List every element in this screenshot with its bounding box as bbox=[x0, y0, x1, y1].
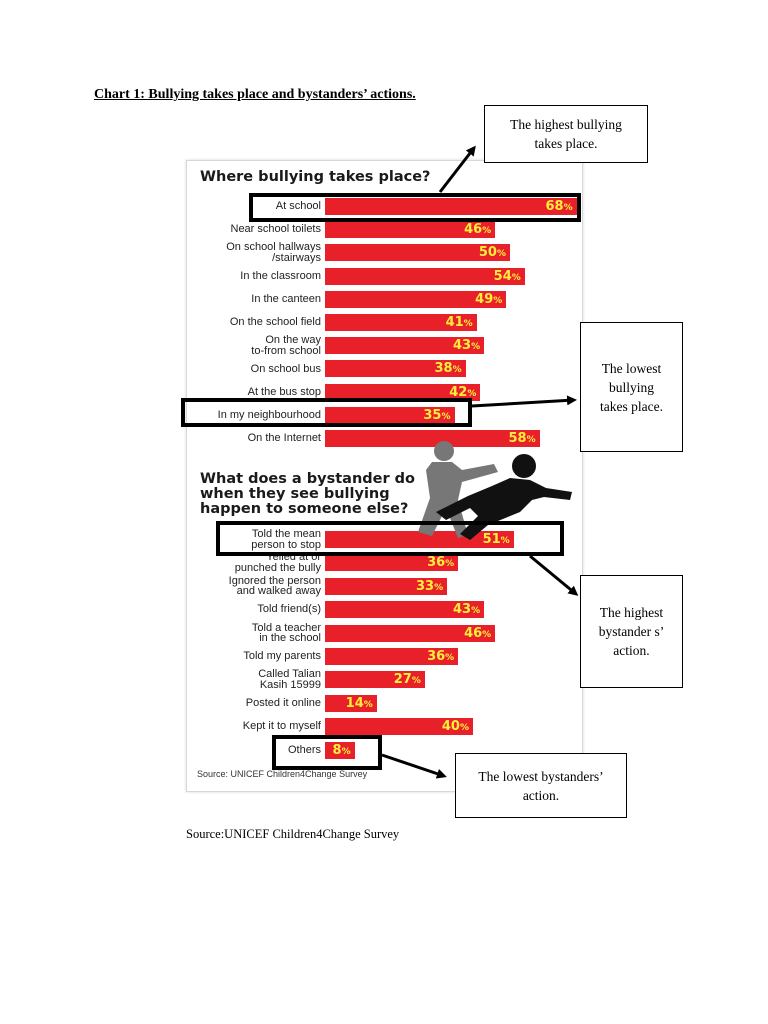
chart2-title: What does a bystander do when they see b… bbox=[200, 471, 416, 517]
bar bbox=[325, 314, 477, 331]
chart-source: Source: UNICEF Children4Change Survey bbox=[197, 769, 368, 779]
value-label: 43% bbox=[452, 602, 481, 618]
value-label: 58% bbox=[508, 431, 536, 446]
bar bbox=[325, 577, 448, 595]
bar bbox=[325, 244, 510, 262]
category-label: Told the mean person to stop bbox=[251, 528, 321, 551]
chart-caption: Chart 1: Bullying takes place and bystan… bbox=[94, 87, 416, 102]
value-label: 43% bbox=[452, 338, 481, 354]
value-label: 51% bbox=[482, 532, 510, 547]
bar bbox=[325, 221, 496, 239]
note-highest-place: The highest bullying takes place. bbox=[484, 105, 648, 163]
bully-silhouette-grey bbox=[418, 441, 498, 538]
value-label: 46% bbox=[464, 625, 492, 641]
bar bbox=[325, 671, 425, 689]
category-label: In my neighbourhood bbox=[217, 409, 321, 422]
category-label: At the bus stop bbox=[247, 385, 321, 398]
value-label: 40% bbox=[441, 719, 469, 735]
category-label: Told a teacher in the school bbox=[251, 621, 321, 645]
value-label: 46% bbox=[464, 222, 492, 238]
bar bbox=[325, 648, 459, 665]
highlight-neighbourhood bbox=[181, 398, 472, 427]
category-label: In the canteen bbox=[251, 293, 321, 306]
category-label: Others bbox=[287, 743, 321, 756]
value-label: 54% bbox=[493, 268, 521, 284]
arrow-to-lowest-place bbox=[471, 395, 577, 408]
bar bbox=[325, 406, 455, 424]
bar bbox=[325, 624, 496, 642]
bar bbox=[325, 694, 377, 712]
value-label: 35% bbox=[423, 407, 451, 423]
category-label: Kept it to myself bbox=[242, 720, 321, 733]
category-label: On school hallways /stairways bbox=[226, 241, 321, 264]
value-label: 42% bbox=[449, 384, 477, 400]
bar bbox=[325, 554, 459, 572]
category-label: Told friend(s) bbox=[257, 603, 321, 616]
note-highest-action: The highest bystander s’ action. bbox=[580, 575, 683, 688]
bar bbox=[325, 360, 466, 378]
note-lowest-place: The lowest bullying takes place. bbox=[580, 322, 683, 452]
category-label: Posted it online bbox=[245, 697, 321, 710]
value-label: 38% bbox=[434, 361, 462, 377]
value-label: 36% bbox=[427, 649, 455, 664]
arrow-to-highest-place bbox=[438, 145, 476, 193]
category-label: On the way to-from school bbox=[251, 334, 321, 357]
bar bbox=[325, 601, 485, 619]
category-label: On school bus bbox=[250, 362, 321, 375]
category-label: Called Talian Kasih 15999 bbox=[258, 668, 321, 691]
bar bbox=[325, 198, 577, 215]
value-label: 49% bbox=[475, 291, 503, 307]
value-label: 50% bbox=[478, 245, 506, 261]
bar bbox=[325, 430, 540, 447]
category-label: At school bbox=[275, 200, 321, 213]
bar bbox=[325, 337, 485, 355]
bar bbox=[325, 267, 525, 285]
source-caption: Source:UNICEF Children4Change Survey bbox=[186, 827, 400, 841]
value-label: 68% bbox=[545, 199, 573, 214]
bar bbox=[325, 290, 507, 308]
chart1-title: Where bullying takes place? bbox=[200, 169, 431, 185]
highlight-told-mean-person bbox=[216, 521, 564, 556]
arrow-to-lowest-action bbox=[381, 753, 447, 779]
value-label: 41% bbox=[445, 315, 473, 330]
highlight-at-school bbox=[249, 193, 581, 222]
value-label: 8% bbox=[332, 742, 351, 758]
value-label: 14% bbox=[345, 695, 373, 711]
bar bbox=[325, 718, 473, 736]
category-label: In the classroom bbox=[240, 269, 321, 282]
value-label: 36% bbox=[427, 555, 455, 571]
category-label: Near school toilets bbox=[230, 223, 322, 236]
highlight-others bbox=[272, 735, 382, 770]
value-label: 27% bbox=[393, 672, 421, 688]
category-label: On the Internet bbox=[247, 432, 321, 445]
arrow-to-highest-action bbox=[529, 554, 579, 596]
note-lowest-action: The lowest bystanders’ action. bbox=[455, 753, 627, 818]
category-label: Told my parents bbox=[243, 650, 321, 663]
category-label: Ignored the person and walked away bbox=[228, 574, 321, 598]
category-label: On the school field bbox=[229, 316, 321, 329]
category-label: Yelled at or punched the bully bbox=[234, 551, 321, 574]
bar bbox=[325, 741, 355, 759]
bar bbox=[325, 383, 481, 401]
value-label: 33% bbox=[415, 578, 444, 594]
